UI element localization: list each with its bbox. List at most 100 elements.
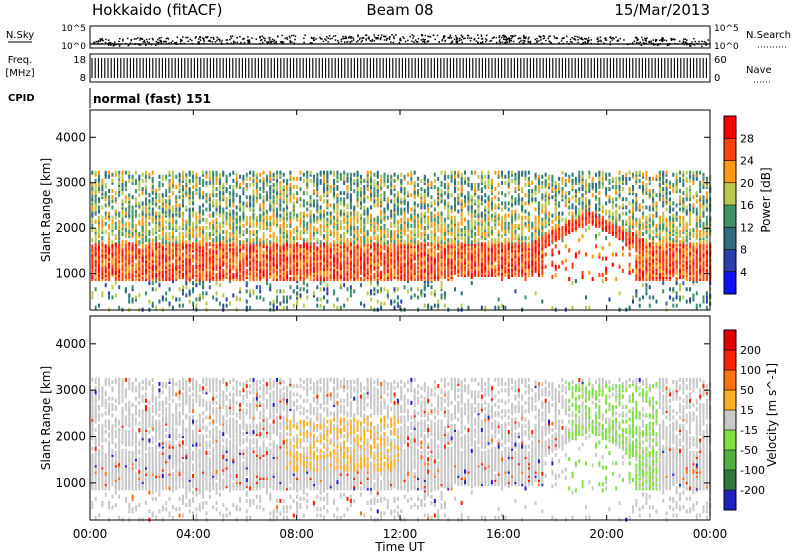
power-cell: [218, 221, 221, 226]
noise-dot: [661, 37, 664, 39]
power-cell: [356, 203, 359, 208]
power-cell: [218, 283, 221, 288]
power-cell: [108, 189, 111, 194]
power-cell: [282, 189, 285, 194]
power-cell: [433, 291, 436, 296]
power-cell: [289, 185, 292, 189]
power-cell: [433, 252, 436, 257]
noise-dot: [424, 34, 427, 37]
power-cell: [430, 195, 433, 200]
power-cell: [373, 193, 376, 198]
power-cell: [218, 264, 221, 269]
power-cell: [151, 178, 154, 183]
noise-dot: [655, 40, 657, 42]
power-cell: [343, 199, 346, 204]
power-cell: [98, 174, 101, 179]
power-cell: [370, 178, 373, 183]
power-cell: [138, 203, 141, 208]
noise-dot: [673, 38, 675, 40]
power-cell: [138, 213, 141, 218]
power-cell: [457, 227, 460, 232]
power-cell: [208, 236, 211, 241]
power-cell: [158, 236, 161, 241]
power-cell: [286, 185, 289, 189]
noise-dot: [554, 37, 556, 39]
power-cell: [121, 242, 124, 247]
power-cell: [161, 236, 164, 241]
power-cell: [376, 240, 379, 245]
power-cell: [343, 219, 346, 224]
power-cell: [202, 277, 205, 282]
noise-dot: [267, 41, 270, 43]
power-cell: [178, 240, 181, 245]
power-cell: [373, 250, 376, 255]
power-cell: [373, 258, 376, 263]
power-cell: [323, 260, 326, 265]
power-cell: [336, 178, 339, 183]
power-cell: [245, 289, 248, 294]
power-cell: [343, 209, 346, 214]
power-cell: [353, 215, 356, 220]
power-cell: [457, 232, 460, 237]
power-cell: [192, 254, 195, 259]
power-cell: [222, 195, 225, 200]
power-cell: [447, 182, 450, 187]
power-cell: [279, 185, 282, 189]
power-cell: [141, 203, 144, 208]
power-cell: [383, 182, 386, 187]
power-cell: [403, 270, 406, 275]
power-cell: [443, 217, 446, 222]
power-cell: [393, 260, 396, 265]
power-cell: [453, 234, 456, 239]
power-cell: [359, 266, 362, 271]
power-cell: [302, 178, 305, 183]
power-cell: [218, 262, 221, 267]
power-cell: [151, 217, 154, 222]
power-cell: [222, 213, 225, 218]
power-cell: [336, 252, 339, 257]
power-cell: [346, 275, 349, 279]
power-cell: [453, 207, 456, 212]
power-cell: [104, 246, 107, 251]
noise-dot: [466, 34, 469, 37]
power-cell: [131, 234, 134, 239]
power-cell: [312, 225, 315, 230]
power-cell: [208, 207, 211, 212]
power-cell: [410, 258, 413, 263]
power-cell: [245, 182, 248, 187]
power-cell: [450, 244, 453, 249]
power-cell: [396, 219, 399, 224]
power-cell: [178, 174, 181, 179]
power-cell: [148, 264, 151, 269]
power-cell: [282, 199, 285, 204]
power-cell: [131, 258, 134, 263]
power-cell: [202, 252, 205, 257]
power-cell: [316, 215, 319, 220]
power-cell: [443, 262, 446, 267]
power-cell: [269, 285, 272, 290]
power-cell: [272, 213, 275, 218]
noise-dot: [229, 38, 231, 41]
power-cell: [151, 189, 154, 194]
power-cell: [111, 295, 114, 300]
noise-dot: [248, 40, 250, 43]
noise-dot: [185, 36, 187, 39]
power-cell: [302, 260, 305, 265]
power-cell: [413, 195, 416, 200]
power-cell: [232, 250, 235, 255]
noise-dot: [248, 39, 250, 42]
power-cell: [339, 221, 342, 226]
power-cell: [208, 242, 211, 247]
power-cell: [228, 217, 231, 222]
power-cell: [165, 272, 168, 277]
power-cell: [370, 262, 373, 267]
power-cell: [98, 223, 101, 228]
power-cell: [249, 252, 252, 257]
power-cell: [306, 185, 309, 189]
noise-dot: [484, 40, 487, 43]
power-cell: [255, 250, 258, 255]
power-cell: [339, 275, 342, 279]
power-cell: [141, 223, 144, 228]
power-cell: [423, 268, 426, 273]
power-cell: [242, 230, 245, 234]
